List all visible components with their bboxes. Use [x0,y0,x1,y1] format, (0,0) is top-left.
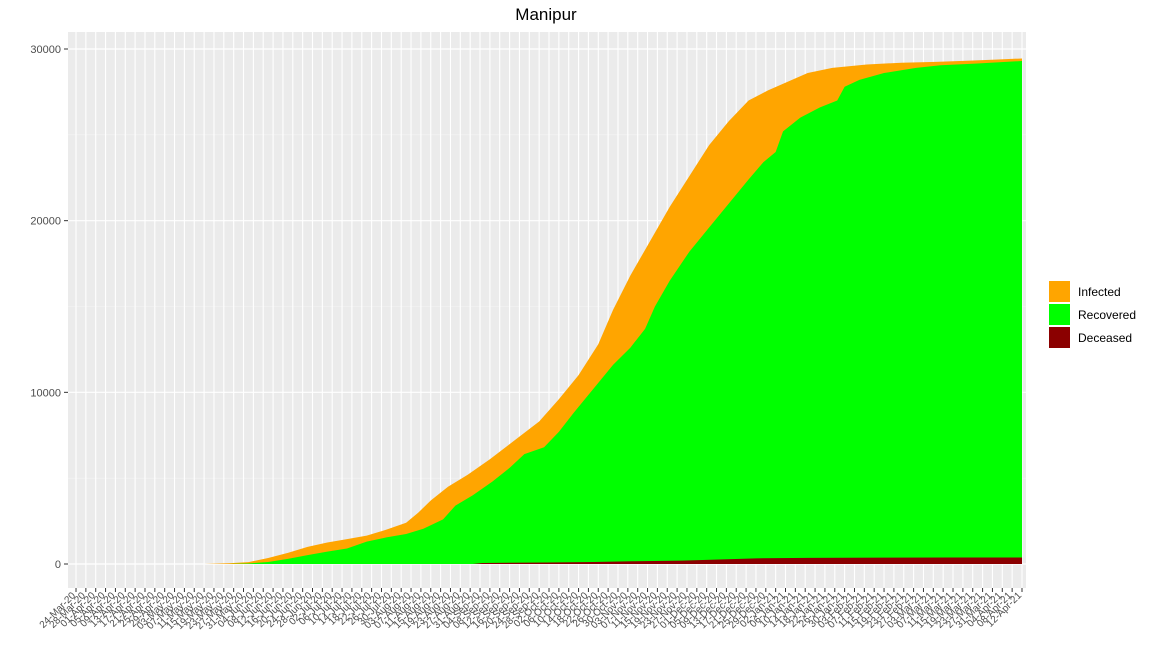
series-layer [76,58,1022,565]
y-tick-label: 10000 [30,387,61,399]
y-axis: 0 10000 20000 30000 [30,44,68,571]
series-area-recovered [76,61,1022,565]
legend-label-recovered: Recovered [1078,308,1136,322]
y-tick-label: 20000 [30,216,61,228]
x-axis: 24-Mar-2028-Mar-2001-Apr-2005-Apr-2009-A… [38,588,1024,632]
series-area-deceased [76,557,1022,564]
y-tick-label: 30000 [30,44,61,56]
legend-swatch-recovered [1049,304,1070,325]
legend-swatch-infected [1049,281,1070,302]
legend-swatch-deceased [1049,327,1070,348]
legend-label-deceased: Deceased [1078,331,1132,345]
chart-title: Manipur [515,5,577,24]
y-tick-label: 0 [55,559,61,571]
legend-label-infected: Infected [1078,285,1121,299]
legend: Infected Recovered Deceased [1049,281,1136,348]
